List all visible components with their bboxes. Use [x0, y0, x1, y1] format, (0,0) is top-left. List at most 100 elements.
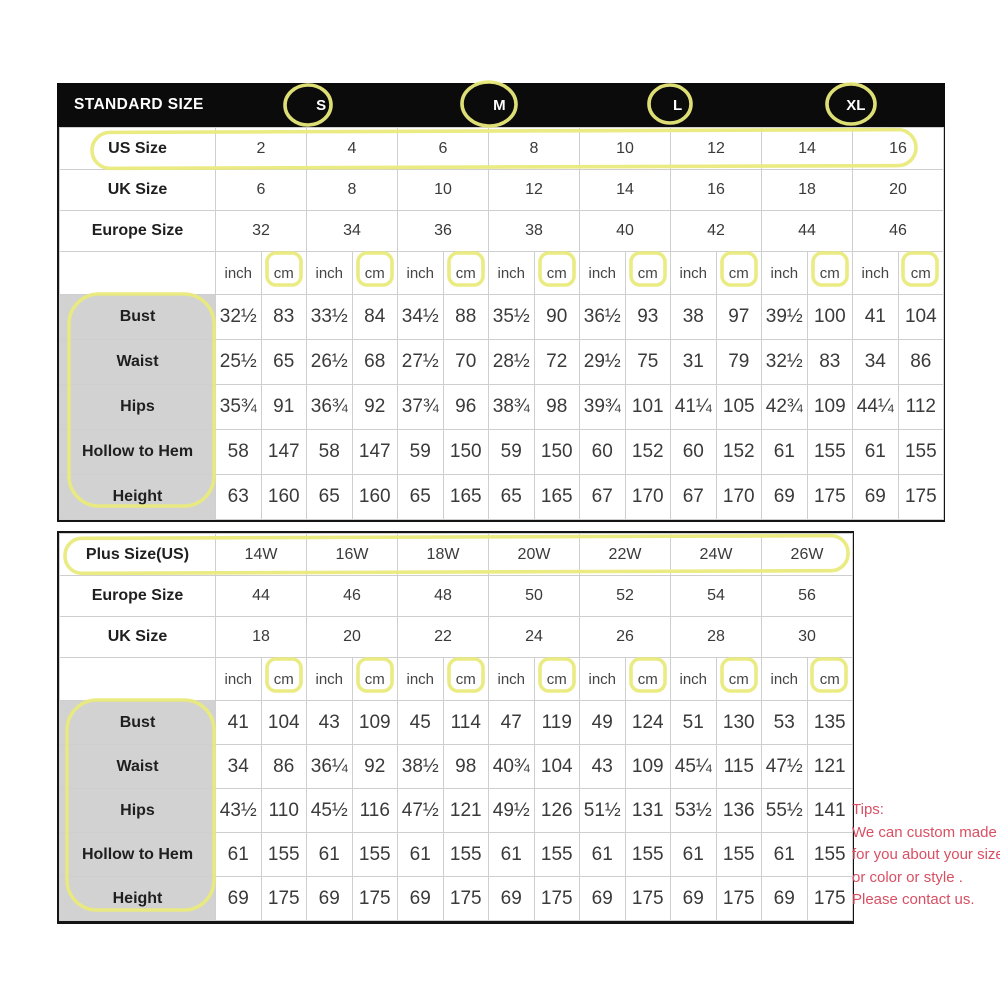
measure-value-cell: 135: [806, 700, 853, 745]
size-value-cell: 18: [215, 616, 307, 658]
measure-value-cell: 98: [442, 744, 489, 789]
measure-row: Hollow to Hem 61 155 61 155 61 155 61 155 61 155 61…: [59, 832, 853, 877]
measure-value-cell: 109: [624, 744, 671, 789]
cm-unit-cell: cm: [715, 251, 763, 295]
measure-value-cell: 105: [715, 384, 763, 430]
size-value-cell: 18: [761, 169, 854, 211]
measure-value-cell: 86: [897, 339, 945, 385]
measure-value-cell: 130: [715, 700, 762, 745]
measure-value-cell: 155: [897, 429, 945, 475]
measure-value-cell: 170: [715, 474, 763, 520]
measure-value-cell: 96: [442, 384, 489, 430]
measure-value-cell: 38½: [397, 744, 444, 789]
row-label-cell: Hollow to Hem: [59, 429, 216, 475]
measure-value-cell: 32½: [215, 294, 262, 340]
row-label-cell: Europe Size: [59, 210, 216, 252]
measure-value-cell: 86: [260, 744, 307, 789]
measure-value-cell: 65: [260, 339, 307, 385]
inch-unit-cell: inch: [306, 251, 353, 295]
measure-value-cell: 59: [397, 429, 444, 475]
measure-value-cell: 165: [442, 474, 489, 520]
measure-value-cell: 121: [806, 744, 853, 789]
size-value-cell: 42: [670, 210, 763, 252]
measure-value-cell: 25½: [215, 339, 262, 385]
row-label-cell: Bust: [59, 294, 216, 340]
measure-value-cell: 61: [488, 832, 535, 877]
measure-value-cell: 115: [715, 744, 762, 789]
measure-row: Hips 43½ 110 45½ 116 47½ 121 49½ 126 51½ 131 53½ 136…: [59, 788, 853, 833]
measure-value-cell: 155: [260, 832, 307, 877]
size-group-label: S: [316, 96, 327, 114]
measure-value-cell: 41: [215, 700, 262, 745]
measure-row: Hollow to Hem 58 147 58 147 59 150 59 150 60 152 60…: [59, 429, 945, 475]
measure-value-cell: 55½: [761, 788, 808, 833]
measure-value-cell: 69: [306, 876, 353, 921]
size-value-cell: 6: [215, 169, 307, 211]
measure-value-cell: 110: [260, 788, 307, 833]
inch-unit-cell: inch: [488, 251, 535, 295]
measure-value-cell: 36½: [579, 294, 626, 340]
size-value-cell: 30: [761, 616, 853, 658]
size-value-cell: 16W: [306, 533, 398, 576]
size-row: Europe Size 44 46 48 50 52 54 56: [59, 575, 853, 617]
size-value-cell: 24: [488, 616, 580, 658]
measure-value-cell: 150: [442, 429, 489, 475]
cm-unit-cell: cm: [806, 657, 853, 701]
measure-value-cell: 61: [579, 832, 626, 877]
measure-value-cell: 175: [624, 876, 671, 921]
measure-value-cell: 61: [761, 429, 808, 475]
size-value-cell: 20W: [488, 533, 580, 576]
size-value-cell: 16: [670, 169, 763, 211]
measure-value-cell: 63: [215, 474, 262, 520]
measure-value-cell: 38: [670, 294, 717, 340]
inch-unit-cell: inch: [852, 251, 899, 295]
measure-value-cell: 45: [397, 700, 444, 745]
size-value-cell: 10: [578, 127, 672, 170]
size-value-cell: 16: [852, 127, 945, 170]
measure-value-cell: 69: [397, 876, 444, 921]
measure-value-cell: 147: [351, 429, 398, 475]
size-row: US Size 2 4 6 8 10 12 14 16: [59, 127, 945, 170]
row-label-cell: [59, 251, 216, 295]
measure-value-cell: 152: [715, 429, 763, 475]
measure-value-cell: 47: [488, 700, 535, 745]
cm-unit-cell: cm: [715, 657, 762, 701]
standard-size-title: STANDARD SIZE: [74, 96, 204, 113]
cm-unit-cell: cm: [533, 251, 580, 295]
measure-value-cell: 75: [624, 339, 672, 385]
measure-row: Bust 41 104 43 109 45 114 47 119 49 124 51 130 53 135: [59, 700, 853, 745]
measure-value-cell: 61: [397, 832, 444, 877]
measure-value-cell: 152: [624, 429, 672, 475]
tips-title: Tips:: [852, 801, 884, 818]
size-value-cell: 18W: [397, 533, 489, 576]
size-value-cell: 52: [579, 575, 671, 617]
measure-value-cell: 100: [806, 294, 854, 340]
measure-value-cell: 175: [442, 876, 489, 921]
measure-value-cell: 59: [488, 429, 535, 475]
measure-value-cell: 49: [579, 700, 626, 745]
row-label-cell: Waist: [59, 744, 216, 789]
cm-unit-cell: cm: [806, 251, 854, 295]
measure-row: Height 63 160 65 160 65 165 65 165 67 170 67 170 69 17…: [59, 474, 945, 520]
size-value-cell: 36: [397, 210, 489, 252]
measure-value-cell: 60: [579, 429, 626, 475]
measure-value-cell: 51½: [579, 788, 626, 833]
inch-unit-cell: inch: [397, 657, 444, 701]
measure-value-cell: 45½: [306, 788, 353, 833]
measure-value-cell: 42¾: [761, 384, 808, 430]
measure-value-cell: 49½: [488, 788, 535, 833]
measure-value-cell: 35¾: [215, 384, 262, 430]
measure-value-cell: 47½: [397, 788, 444, 833]
row-label-cell: Plus Size(US): [59, 533, 216, 576]
row-label-cell: US Size: [59, 127, 216, 170]
cm-unit-cell: cm: [533, 657, 580, 701]
row-label-cell: UK Size: [59, 616, 216, 658]
size-group-label: XL: [846, 96, 866, 114]
size-value-cell: 54: [670, 575, 762, 617]
size-value-cell: 38: [488, 210, 580, 252]
measure-value-cell: 155: [533, 832, 580, 877]
measure-row: Height 69 175 69 175 69 175 69 175 69 175 69 175 69 17…: [59, 876, 853, 921]
measure-value-cell: 175: [806, 474, 854, 520]
measure-value-cell: 155: [624, 832, 671, 877]
measure-value-cell: 60: [670, 429, 717, 475]
